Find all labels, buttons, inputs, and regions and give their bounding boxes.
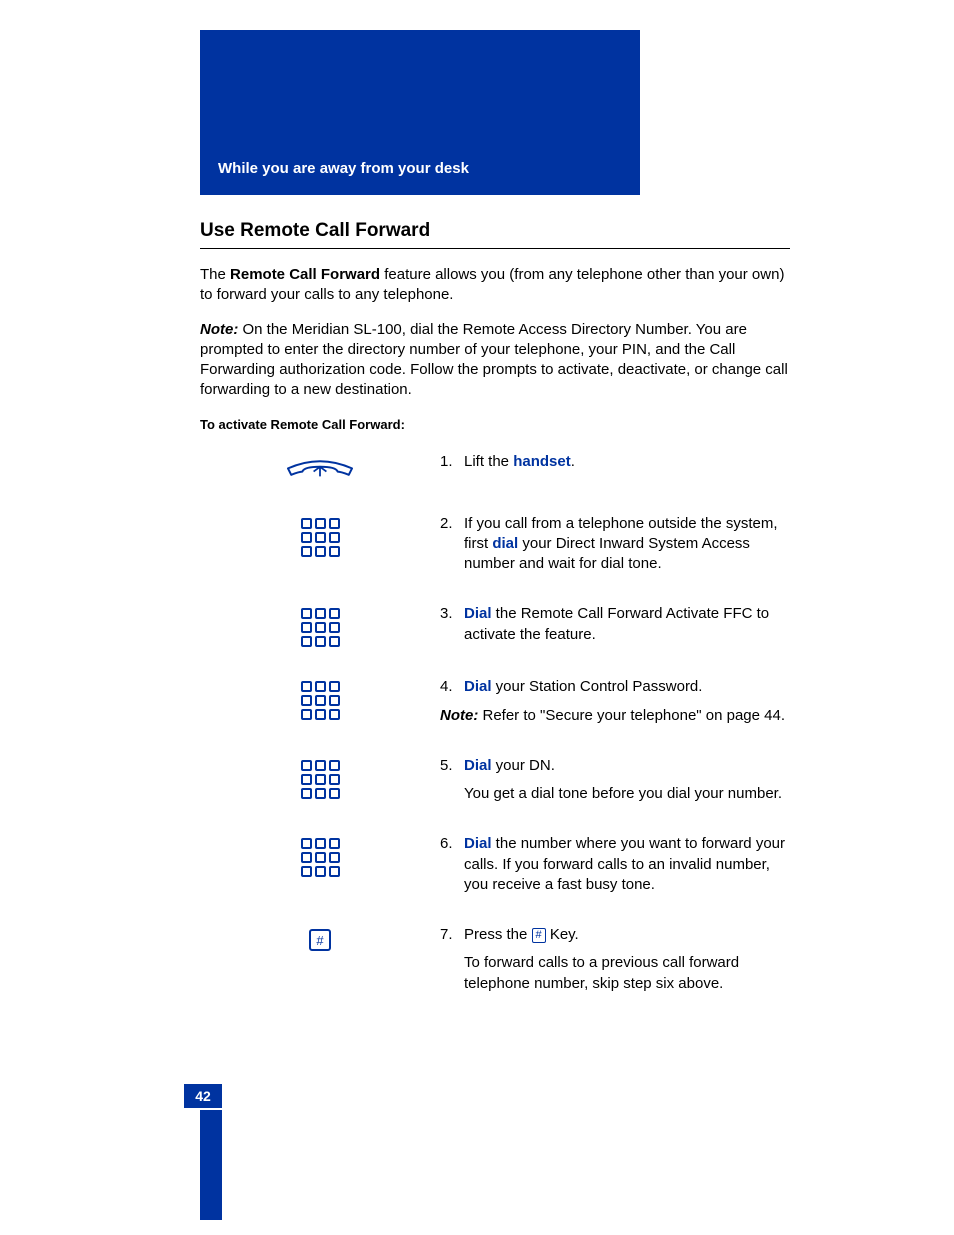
step-4-text: 4. Dial your Station Control Password. N…: [440, 677, 790, 726]
step-2-keyword: dial: [492, 535, 518, 552]
step-2-num: 2.: [440, 514, 464, 575]
step-3-icon-cell: [200, 604, 440, 647]
note-body: On the Meridian SL-100, dial the Remote …: [200, 321, 788, 399]
step-6-num: 6.: [440, 834, 464, 895]
intro-bold: Remote Call Forward: [230, 266, 380, 283]
step-6-keyword: Dial: [464, 835, 492, 852]
step-6-text: 6. Dial the number where you want to for…: [440, 834, 790, 895]
step-1-text: 1. Lift the handset.: [440, 452, 790, 472]
step-5-extra: You get a dial tone before you dial your…: [464, 784, 790, 804]
sub-heading: To activate Remote Call Forward:: [200, 417, 790, 432]
section-header-banner: While you are away from your desk: [200, 30, 640, 195]
step-7-text: 7. Press the # Key. To forward calls to …: [440, 925, 790, 994]
note-label: Note:: [200, 321, 238, 338]
hash-key-icon: #: [309, 929, 331, 951]
keypad-icon: [301, 518, 340, 557]
page-title: Use Remote Call Forward: [200, 220, 790, 242]
step-2-icon-cell: [200, 514, 440, 557]
step-5-keyword: Dial: [464, 757, 492, 774]
step-5-icon-cell: [200, 756, 440, 799]
step-1-icon-cell: [200, 452, 440, 484]
title-divider: [200, 248, 790, 249]
step-3-keyword: Dial: [464, 605, 492, 622]
step-7-extra: To forward calls to a previous call forw…: [464, 953, 790, 994]
step-7-pre: Press the: [464, 926, 532, 943]
note-paragraph: Note: On the Meridian SL-100, dial the R…: [200, 320, 790, 401]
step-7-num: 7.: [440, 925, 464, 945]
step-7-icon-cell: #: [200, 925, 440, 951]
step-1-pre: Lift the: [464, 453, 513, 470]
step-4-icon-cell: [200, 677, 440, 720]
step-4-keyword: Dial: [464, 678, 492, 695]
steps-grid: 1. Lift the handset. 2. If you call from…: [200, 452, 790, 994]
step-4-post: your Station Control Password.: [492, 678, 703, 695]
step-6-icon-cell: [200, 834, 440, 877]
intro-text-pre: The: [200, 266, 230, 283]
section-header-label: While you are away from your desk: [218, 160, 469, 177]
hash-inline-icon: #: [532, 928, 546, 943]
step-3-num: 3.: [440, 604, 464, 645]
step-1-post: .: [571, 453, 575, 470]
page-number: 42: [184, 1084, 222, 1108]
step-4-num: 4.: [440, 677, 464, 697]
step-4-note-label: Note:: [440, 707, 478, 724]
keypad-icon: [301, 608, 340, 647]
step-3-post: the Remote Call Forward Activate FFC to …: [464, 605, 769, 642]
step-1-num: 1.: [440, 452, 464, 472]
thumb-tab: [200, 1110, 222, 1220]
step-1-keyword: handset: [513, 453, 571, 470]
keypad-icon: [301, 681, 340, 720]
keypad-icon: [301, 838, 340, 877]
step-5-num: 5.: [440, 756, 464, 776]
keypad-icon: [301, 760, 340, 799]
step-6-post: the number where you want to forward you…: [464, 835, 785, 893]
step-4-note-body: Refer to "Secure your telephone" on page…: [478, 707, 785, 724]
page-content: Use Remote Call Forward The Remote Call …: [200, 220, 790, 994]
step-5-text: 5. Dial your DN. You get a dial tone bef…: [440, 756, 790, 805]
step-5-post: your DN.: [492, 757, 555, 774]
step-7-post: Key.: [546, 926, 579, 943]
step-2-text: 2. If you call from a telephone outside …: [440, 514, 790, 575]
step-3-text: 3. Dial the Remote Call Forward Activate…: [440, 604, 790, 645]
handset-icon: [280, 456, 360, 484]
intro-paragraph: The Remote Call Forward feature allows y…: [200, 265, 790, 306]
